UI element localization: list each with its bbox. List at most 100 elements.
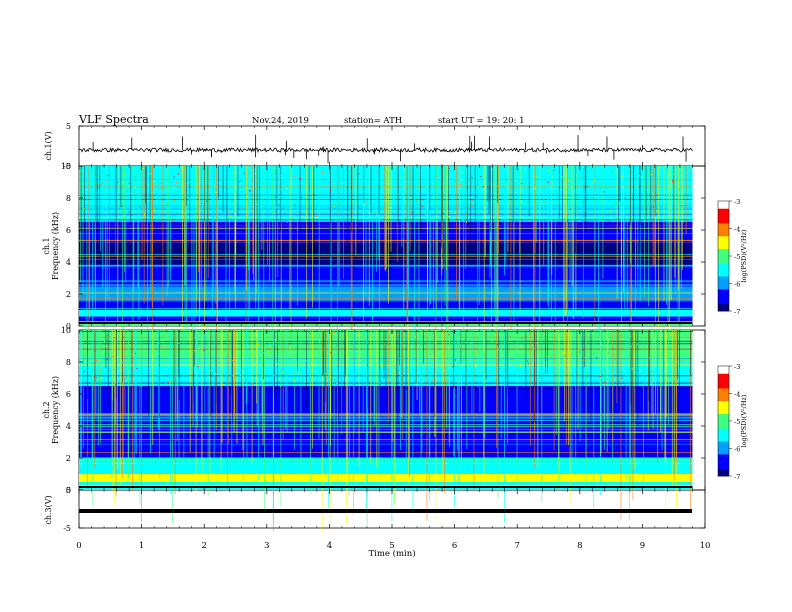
speckle — [106, 359, 108, 361]
speckle — [635, 186, 637, 188]
speckle — [611, 170, 613, 172]
sferic-streak — [449, 330, 450, 447]
sferic-streak — [593, 330, 595, 509]
dark-streak — [448, 166, 449, 228]
speckle — [557, 179, 559, 181]
speckle — [599, 369, 601, 371]
speckle — [450, 363, 452, 365]
speckle — [97, 369, 99, 371]
sferic-streak — [258, 166, 260, 322]
speckle — [119, 217, 121, 219]
speckle — [427, 199, 429, 201]
speckle — [439, 212, 441, 214]
speckle — [371, 191, 373, 193]
speckle — [582, 359, 584, 361]
speckle — [150, 196, 152, 198]
speckle — [582, 166, 584, 168]
sferic-streak — [343, 166, 345, 280]
speckle — [363, 333, 365, 335]
speckle — [237, 171, 239, 173]
speckle — [469, 196, 471, 198]
speckle — [108, 346, 110, 348]
sferic-streak — [444, 166, 446, 306]
speckle — [426, 339, 428, 341]
speckle — [439, 366, 441, 368]
speckle — [304, 381, 306, 383]
speckle — [100, 347, 102, 349]
colorbar-cell — [718, 404, 729, 407]
sferic-streak — [680, 166, 682, 289]
speckle — [582, 218, 584, 220]
speckle — [289, 348, 291, 350]
sferic-streak — [89, 166, 91, 319]
sferic-streak — [484, 166, 486, 257]
spectral-band — [79, 316, 693, 322]
speckle — [376, 171, 378, 173]
speckle — [484, 334, 486, 336]
dark-streak — [158, 330, 160, 418]
speckle — [387, 361, 389, 363]
sferic-streak — [594, 166, 596, 296]
speckle — [466, 374, 468, 376]
speckle — [122, 182, 124, 184]
dark-streak — [222, 166, 224, 213]
speckle — [454, 181, 456, 183]
speckle — [613, 353, 615, 355]
speckle — [276, 167, 278, 169]
sferic-streak — [458, 166, 460, 309]
sferic-streak — [483, 330, 485, 484]
speckle — [475, 196, 477, 198]
speckle — [131, 365, 133, 367]
speckle — [653, 340, 655, 342]
x-tick-label: 7 — [514, 541, 519, 551]
speckle — [528, 330, 530, 332]
speckle — [275, 381, 277, 383]
sferic-streak — [83, 330, 85, 449]
speckle — [527, 363, 529, 365]
speckle — [667, 173, 669, 175]
colorbar-cell — [718, 377, 729, 380]
speckle — [665, 345, 667, 347]
speckle — [421, 199, 423, 201]
sferic-streak — [651, 330, 653, 415]
dark-streak — [637, 330, 639, 426]
sferic-streak — [458, 330, 460, 491]
speckle — [208, 203, 210, 205]
speckle — [665, 168, 667, 170]
speckle — [537, 382, 539, 384]
dark-streak — [299, 166, 301, 238]
speckle — [287, 168, 289, 170]
speckle — [219, 383, 221, 385]
sferic-streak — [537, 330, 539, 472]
speckle — [230, 175, 232, 177]
speckle — [659, 368, 661, 370]
speckle — [518, 345, 520, 347]
speckle — [298, 372, 300, 374]
ch1-colorbar-label: log(PSD)(V²/Hz) — [740, 229, 748, 282]
speckle — [389, 207, 391, 209]
speckle — [521, 183, 523, 185]
baseline-band — [79, 322, 693, 324]
speckle — [394, 203, 396, 205]
speckle — [549, 360, 551, 362]
speckle — [164, 363, 166, 365]
narrowband-line — [79, 463, 693, 465]
dark-streak — [323, 330, 324, 375]
dark-streak — [107, 330, 109, 404]
speckle — [300, 197, 302, 199]
speckle — [379, 382, 381, 384]
speckle — [157, 183, 159, 185]
sferic-streak — [390, 166, 392, 252]
speckle — [557, 338, 559, 340]
speckle — [294, 175, 296, 177]
x-tick-label: 6 — [452, 541, 457, 551]
speckle — [95, 359, 97, 361]
speckle — [201, 197, 203, 199]
colorbar-cell — [718, 366, 729, 369]
colorbar-tick-label: -5 — [734, 253, 740, 261]
speckle — [389, 167, 391, 169]
dark-streak — [673, 166, 675, 259]
speckle — [248, 190, 250, 192]
speckle — [454, 346, 456, 348]
sferic-streak — [174, 330, 176, 494]
